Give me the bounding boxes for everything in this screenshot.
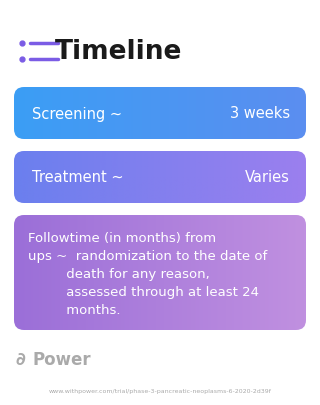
Text: www.withpower.com/trial/phase-3-pancreatic-neoplasms-6-2020-2d39f: www.withpower.com/trial/phase-3-pancreat… [49, 388, 271, 394]
Text: 3 weeks: 3 weeks [230, 106, 290, 121]
Text: ∂: ∂ [15, 350, 25, 368]
Text: Power: Power [33, 350, 92, 368]
Text: Followtime (in months) from
ups ~  randomization to the date of
         death f: Followtime (in months) from ups ~ random… [28, 231, 267, 316]
FancyBboxPatch shape [14, 215, 306, 330]
Text: Screening ~: Screening ~ [32, 106, 122, 121]
Text: Treatment ~: Treatment ~ [32, 170, 124, 185]
Text: Varies: Varies [245, 170, 290, 185]
FancyBboxPatch shape [14, 88, 306, 140]
FancyBboxPatch shape [14, 151, 306, 203]
Text: Timeline: Timeline [55, 39, 182, 65]
